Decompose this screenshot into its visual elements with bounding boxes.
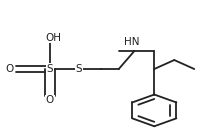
Text: O: O: [6, 64, 14, 74]
Text: O: O: [46, 95, 54, 105]
Text: S: S: [75, 64, 82, 74]
Text: OH: OH: [45, 33, 61, 43]
Text: HN: HN: [124, 37, 140, 47]
Text: S: S: [47, 64, 53, 74]
